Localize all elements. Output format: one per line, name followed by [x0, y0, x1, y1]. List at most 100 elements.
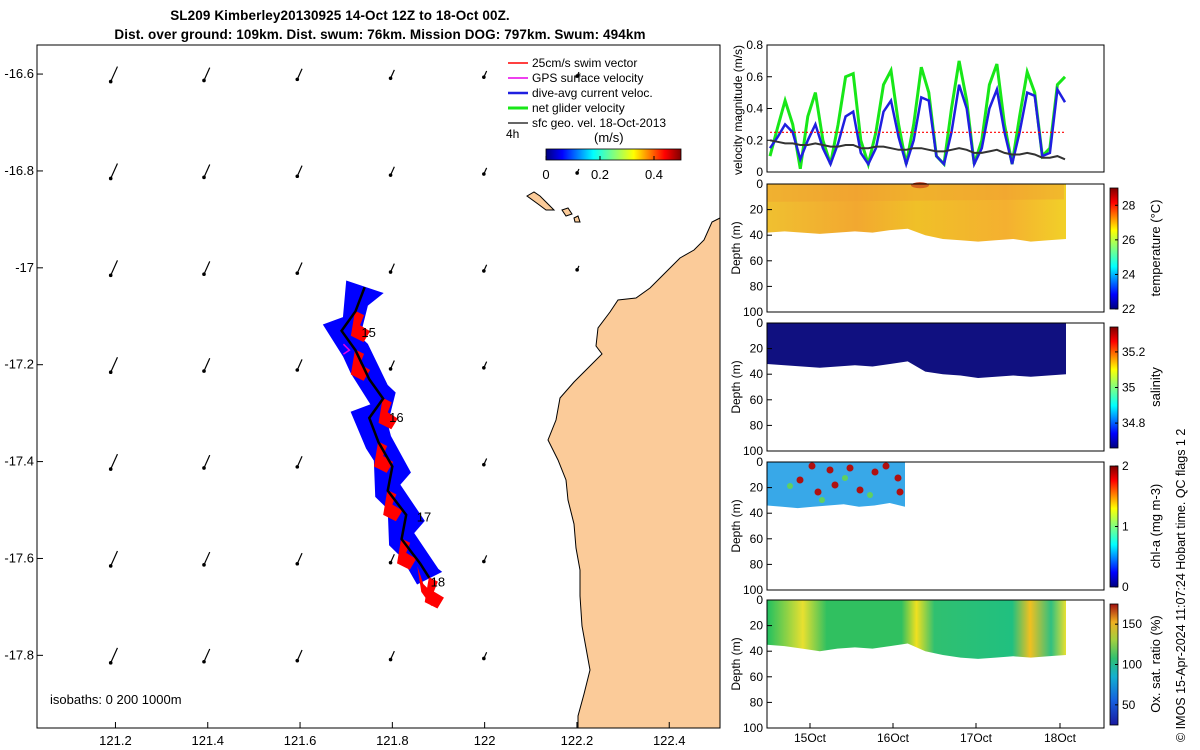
section-frame [766, 461, 1105, 591]
colorbar-tick-label: 0 [1122, 580, 1129, 594]
day-label: 18 [431, 575, 445, 590]
map-colorbar [545, 148, 682, 161]
geo-arrow-head [108, 273, 113, 278]
section-chl-spot [856, 486, 864, 494]
velocity-y-tick-label: 0.6 [746, 70, 763, 84]
glider-swim-patch [378, 397, 398, 430]
velocity-ticks: 0 0.2 0.4 0.6 0.8 [746, 38, 772, 179]
geo-arrow [110, 647, 118, 664]
geostrophic-velocity-arrows [108, 66, 580, 665]
glider-swim-patch [417, 565, 440, 606]
section-chl-spot [814, 488, 822, 496]
geo-arrow [110, 163, 118, 179]
map-legend: 25cm/s swim vector GPS surface velocity … [506, 56, 682, 182]
geo-arrow-head [388, 367, 393, 371]
geo-arrow [296, 359, 303, 371]
glider-track-line [340, 286, 431, 579]
geo-arrow-head [202, 659, 206, 664]
isobath-legend: isobaths: 0 200 1000m [50, 692, 182, 707]
geo-arrow [296, 456, 303, 468]
geo-arrow [296, 262, 303, 274]
geo-arrow-head [108, 79, 113, 84]
velocity-y-tick-label: 0.8 [746, 38, 763, 52]
section-y-tick-label: 20 [750, 203, 764, 217]
title-line-1: SL209 Kimberley20130925 14-Oct 12Z to 18… [170, 8, 510, 23]
section-data-field [767, 184, 1066, 242]
section-y-tick-label: 80 [750, 418, 764, 432]
legend-net-label: net glider velocity [532, 101, 625, 115]
map-y-tick-label: -17.6 [4, 550, 34, 565]
geo-arrow-head [482, 656, 486, 661]
section-y-tick-label: 40 [750, 367, 764, 381]
section-y-label: Depth (m) [729, 637, 743, 690]
geo-arrow [296, 552, 303, 565]
section-chla: 0 20 40 60 80 100 Depth (m) 0 1 2 chl-a (mg m-3) [729, 455, 1163, 597]
section-y-tick-label: 100 [743, 721, 763, 735]
section-chl-spot [819, 497, 825, 503]
section-data-field [767, 323, 1066, 378]
colorbar-tick-label: 35 [1122, 381, 1136, 395]
glider-swim-patch [373, 441, 394, 473]
section-y-tick-label: 40 [750, 228, 764, 242]
section-chl-spot [831, 481, 839, 489]
legend-swim-label: 25cm/s swim vector [532, 56, 637, 70]
colorbar-unit-label: (m/s) [594, 130, 624, 145]
geo-arrow-head [108, 370, 113, 375]
geo-arrow [296, 68, 303, 80]
geo-arrow-head [295, 368, 300, 372]
geo-arrow [296, 165, 303, 177]
map-y-tick-label: -16.8 [4, 163, 34, 178]
glider-swim-patch [350, 310, 371, 343]
section-data-field [767, 600, 1066, 659]
geo-arrow-head [482, 269, 486, 273]
section-y-tick-label: 60 [750, 254, 764, 268]
geo-arrow-head [575, 268, 579, 272]
geo-arrow [203, 261, 211, 275]
velocity-y-tick-label: 0.2 [746, 133, 763, 147]
section-chl-spot [796, 476, 804, 484]
section-y-tick-label: 60 [750, 670, 764, 684]
colorbar-tick-label: 0.2 [591, 167, 609, 182]
section-x-tick-label: 18Oct [1044, 731, 1077, 745]
section-y-tick-label: 80 [750, 695, 764, 709]
section-chl-spot [896, 488, 904, 496]
section-x-tick-label: 15Oct [794, 731, 827, 745]
geo-arrow-head [295, 174, 300, 179]
day-label: 17 [417, 509, 431, 524]
geo-arrow-head [202, 272, 206, 277]
section-chl-spot [846, 464, 854, 472]
geo-arrow-head [295, 77, 300, 82]
section-frame [766, 599, 1105, 729]
section-y-tick-label: 20 [750, 619, 764, 633]
map-x-tick-label: 121.8 [376, 733, 409, 748]
colorbar-label: salinity [1148, 367, 1163, 407]
velocity-y-tick-label: 0 [756, 165, 763, 179]
geo-arrow [110, 356, 118, 373]
colorbar-tick-label: 35.2 [1122, 345, 1146, 359]
section-y-tick-label: 80 [750, 557, 764, 571]
map-x-tick-label: 122.2 [561, 733, 594, 748]
velocity-series [768, 60, 1067, 170]
geo-arrow [110, 66, 118, 82]
geo-arrow-head [108, 176, 113, 181]
map-colorbar-ticks: 0 0.2 0.4 [542, 156, 663, 182]
section-chl-spot [842, 475, 848, 481]
map-y-tick-label: -17 [15, 260, 34, 275]
section-y-tick-label: 40 [750, 506, 764, 520]
colorbar-tick-label: 50 [1122, 698, 1136, 712]
geo-arrow [203, 454, 211, 469]
geo-arrow-head [482, 559, 486, 564]
gps-velocity-mark [342, 343, 351, 355]
velocity-line-green [768, 60, 1067, 170]
section-y-tick-label: 0 [756, 455, 763, 469]
glider-swim-patch [397, 538, 417, 570]
geo-arrow [203, 551, 211, 566]
section-warm-layer [767, 184, 1064, 202]
geo-arrow-head [295, 271, 300, 275]
map-x-tick-label: 121.4 [191, 733, 224, 748]
geo-arrow-head [388, 173, 393, 177]
colorbar-tick-label: 24 [1122, 267, 1136, 281]
